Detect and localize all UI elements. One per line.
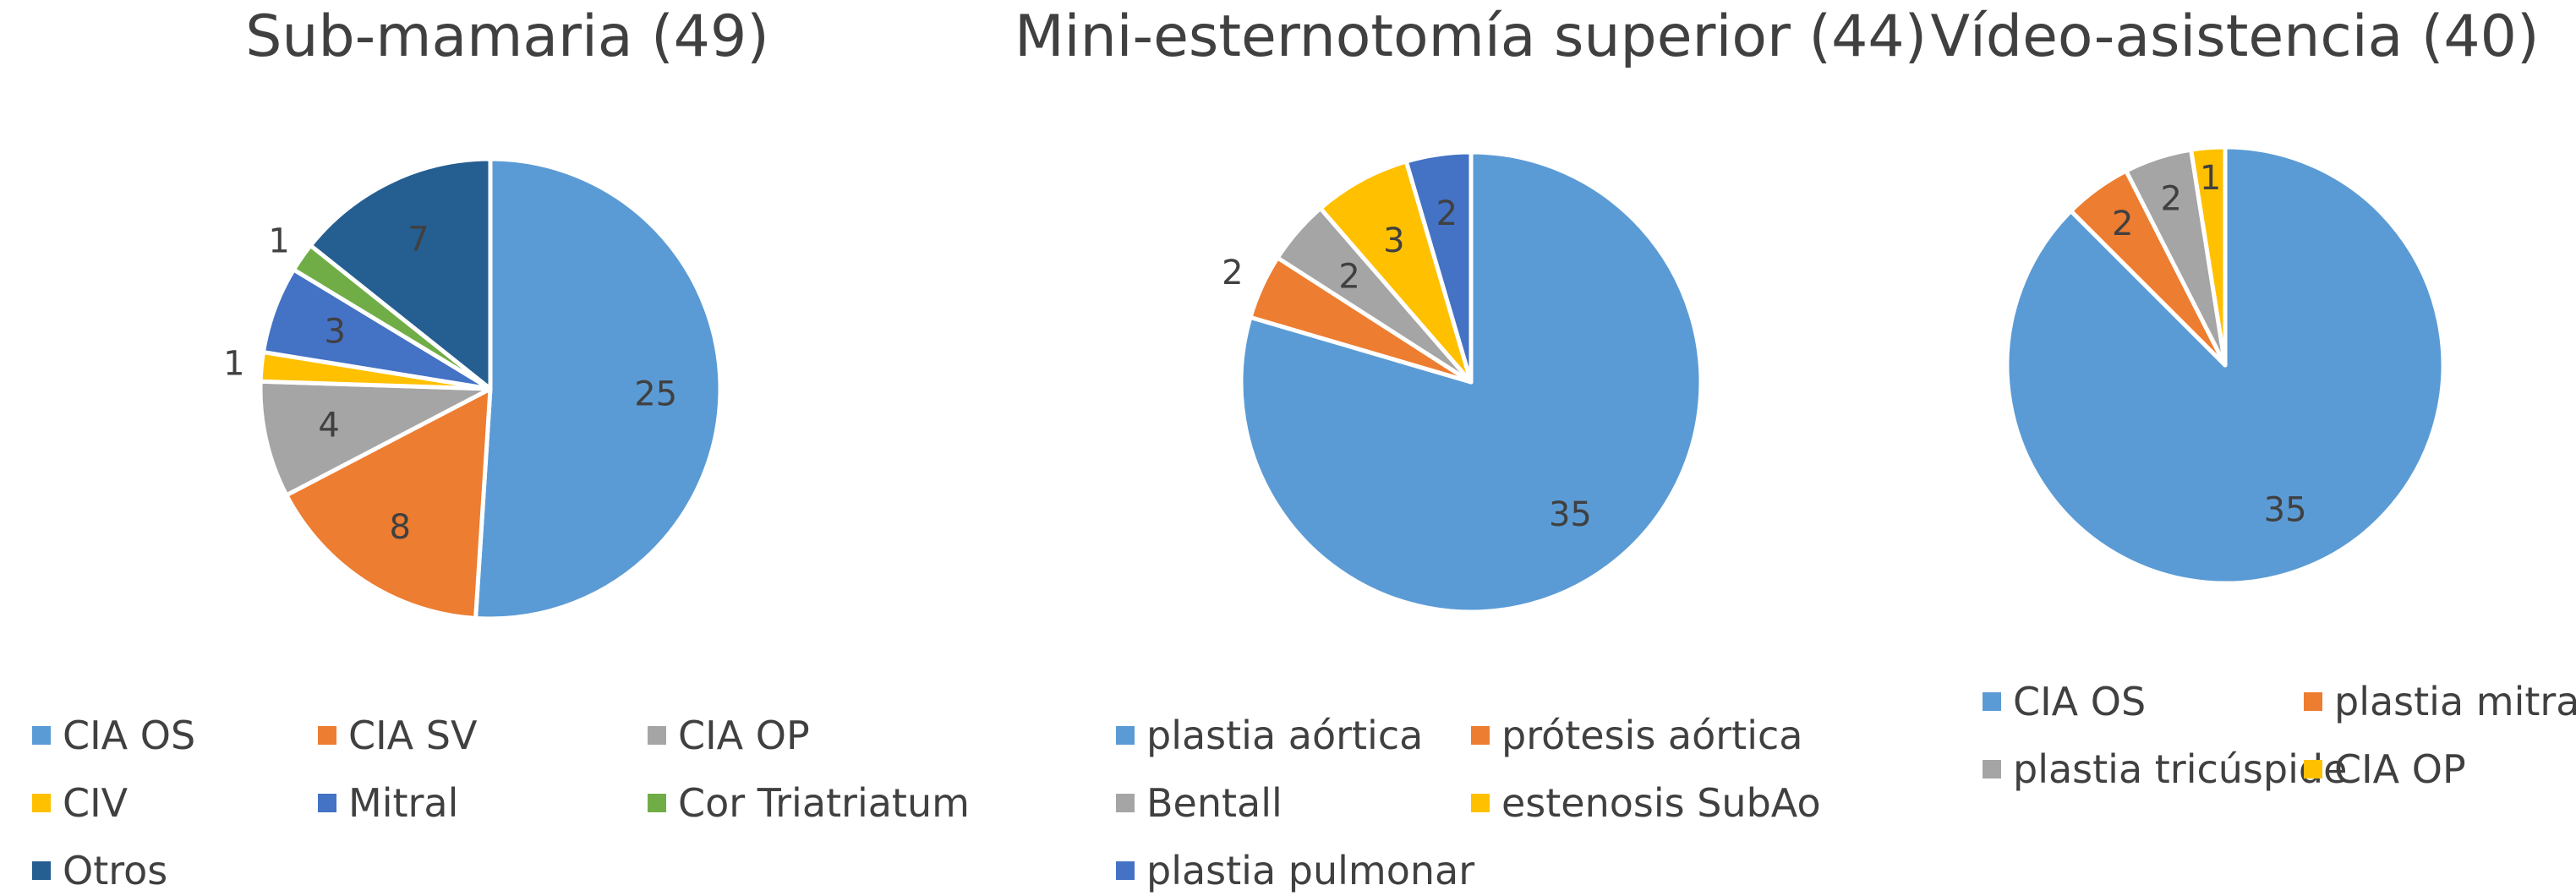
legend-item: prótesis aórtica [1471,710,1802,761]
legend-label: Bentall [1146,780,1283,826]
legend-label: Cor Triatriatum [678,780,970,826]
data-label: 2 [2112,205,2133,243]
data-label: 1 [2200,159,2221,198]
legend-item: Cor Triatriatum [648,778,970,828]
legend-swatch [1116,794,1135,812]
chart-title: Sub-mamaria (49) [245,3,769,70]
data-label: 1 [223,345,244,384]
pie-slice-5 [1403,150,1474,385]
pie-slice-3 [258,379,493,498]
data-label: 3 [1383,221,1404,260]
legend-label: CIA OS [63,713,196,758]
legend-label: CIA OS [2013,679,2147,724]
legend-swatch [2304,692,2322,711]
data-label: 3 [324,312,345,351]
legend-swatch [1983,760,2001,779]
legend-label: Mitral [348,780,459,826]
data-label: 35 [1549,495,1592,534]
legend-label: CIA OP [678,713,810,758]
legend-item: CIA OS [32,710,195,761]
legend-item: plastia tricúspide [1983,744,2347,795]
pie-slice-1 [473,156,723,621]
legend-swatch [32,794,51,812]
legend-label: plastia tricúspide [2013,746,2348,792]
data-label: 8 [389,508,410,547]
pie-slice-1 [2004,145,2446,586]
data-label: 35 [2264,491,2307,530]
data-label: 2 [2160,180,2181,219]
legend-swatch [648,726,666,745]
legend-swatch [2304,760,2322,779]
legend-item: CIA OP [648,710,810,761]
legend-label: CIA SV [348,713,478,758]
chart-sub-mamaria: Sub-mamaria (49) 25 8 4 1 3 1 7 CIA OS CIA SV CI… [0,0,1015,893]
pie-chart: 25 8 4 1 3 1 7 [223,156,723,621]
data-label: 4 [318,407,339,445]
legend-label: prótesis aórtica [1501,713,1803,758]
data-label: 1 [268,222,289,261]
legend-swatch [1983,692,2001,711]
chart-mini-esternotomia: Mini-esternotomía superior (44) 35 2 2 3 2 p… [1015,0,1928,896]
pie-slice-2 [284,386,493,620]
data-label: 2 [1436,194,1458,233]
legend-swatch [1116,861,1135,880]
legend-label: Otros [63,848,168,893]
data-label: 7 [407,221,429,260]
legend-item: Mitral [318,778,458,828]
data-label: 2 [1338,257,1359,296]
legend-item: estenosis SubAo [1471,778,1821,828]
chart-title: Mini-esternotomía superior (44) [1015,3,1928,70]
legend-swatch [648,794,666,812]
legend-item: CIA SV [318,710,477,761]
legend-swatch [1471,794,1490,812]
legend-label: estenosis SubAo [1501,780,1821,826]
legend-label: plastia pulmonar [1146,848,1475,893]
chart-video-asistencia: Vídeo-asistencia (40) 35 2 2 1 CIA OS plasti… [1894,0,2576,893]
legend-item: CIV [32,778,128,828]
legend-swatch [318,726,336,745]
legend-swatch [1116,726,1135,745]
legend-swatch [32,861,51,880]
legend-item: plastia aórtica [1116,710,1423,761]
legend-label: CIV [63,780,129,826]
legend-item: plastia mitral [2304,676,2576,727]
legend-swatch [1471,726,1490,745]
data-label: 2 [1222,254,1243,292]
legend-label: plastia mitral [2334,679,2576,724]
pie-slice-4 [2189,145,2228,368]
legend-label: plastia aórtica [1146,713,1424,758]
data-label: 25 [634,374,677,413]
pie-slice-7 [308,156,493,391]
legend-item: CIA OP [2304,744,2466,795]
legend-item: Otros [32,845,167,896]
pie-chart: 352 232 [1222,150,1704,615]
legend-item: CIA OS [1983,676,2146,727]
legend-item: plastia pulmonar [1116,845,1474,896]
legend-label: CIA OP [2334,746,2466,792]
legend-item: Bentall [1116,778,1283,828]
chart-title: Vídeo-asistencia (40) [1930,3,2540,70]
legend-swatch [32,726,51,745]
legend-swatch [318,794,336,812]
